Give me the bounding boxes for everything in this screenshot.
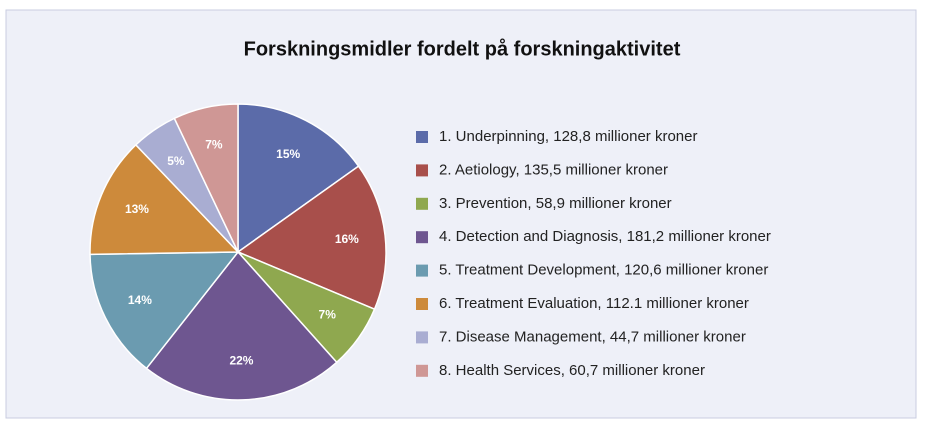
pie-slice xyxy=(173,103,239,253)
legend-label: 8. Health Services, 60,7 millioner krone… xyxy=(439,362,705,379)
legend-swatch xyxy=(416,131,428,143)
pie-slice xyxy=(89,143,240,256)
data-label: 15% xyxy=(276,147,300,161)
pie-slice xyxy=(89,251,240,370)
legend-label: 6. Treatment Evaluation, 112.1 millioner… xyxy=(439,295,749,312)
pie-slice xyxy=(145,250,338,401)
legend-label: 5. Treatment Development, 120,6 millione… xyxy=(439,262,768,279)
data-label: 16% xyxy=(335,232,359,246)
data-label: 7% xyxy=(319,308,337,322)
legend-swatch xyxy=(416,331,428,344)
pie-slice xyxy=(237,103,360,254)
data-label: 14% xyxy=(128,293,152,307)
data-label: 5% xyxy=(167,154,185,168)
data-label: 7% xyxy=(205,137,223,151)
legend-swatch xyxy=(416,197,428,210)
legend-label: 3. Prevention, 58,9 millioner kroner xyxy=(439,195,672,212)
legend-swatch xyxy=(416,298,428,310)
legend-label: 2. Aetiology, 135,5 millioner kroner xyxy=(439,161,668,178)
data-label: 13% xyxy=(125,202,149,216)
legend-swatch xyxy=(416,231,428,244)
pie-slice xyxy=(236,165,387,311)
legend-label: 4. Detection and Diagnosis, 181,2 millio… xyxy=(439,228,771,245)
legend-label: 7. Disease Management, 44,7 millioner kr… xyxy=(439,328,746,345)
data-label: 22% xyxy=(229,354,253,368)
legend-label: 1. Underpinning, 128,8 millioner kroner xyxy=(439,128,697,145)
legend-swatch xyxy=(416,164,428,177)
legend-swatch xyxy=(416,264,428,277)
legend-swatch xyxy=(416,364,428,377)
chart-title: Forskningsmidler fordelt på forskningakt… xyxy=(244,37,681,60)
